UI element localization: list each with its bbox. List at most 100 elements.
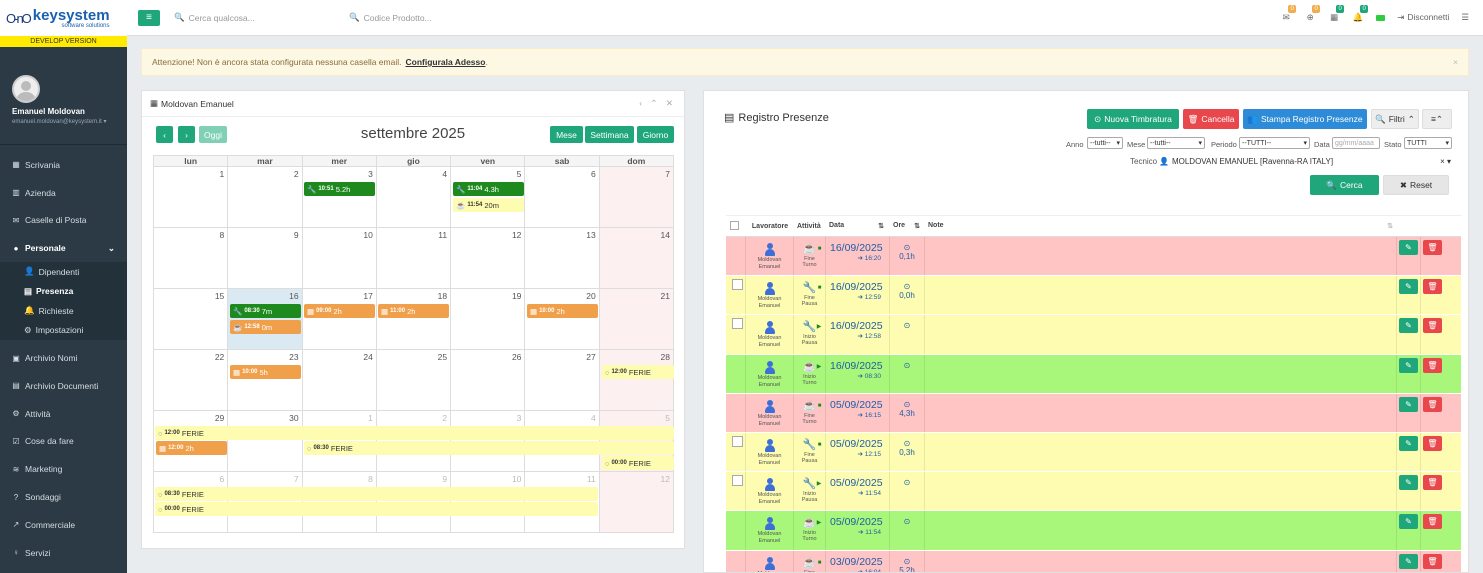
calendar-day[interactable]: 4 (375, 167, 450, 227)
delete-row-button[interactable]: 🗑 (1423, 396, 1442, 412)
row-checkbox[interactable] (732, 435, 743, 447)
calendar-event[interactable]: ◌ 00:00 FERIE (155, 502, 598, 516)
table-row[interactable]: Moldovan Emanuel☕■FineTurno03/09/2025➔ 1… (726, 550, 1461, 572)
sidebar-item-dipendenti[interactable]: 👤 Dipendenti (24, 266, 80, 277)
today-button[interactable]: Oggi (199, 126, 227, 143)
new-entry-button[interactable]: ⊙ Nuova Timbratura (1087, 109, 1179, 129)
calendar-event[interactable]: ☕ 12:58 0m (230, 320, 301, 334)
table-row[interactable]: Moldovan Emanuel ☕ ▶ Inizio Turno 16/09/2025 ➔… (726, 354, 1461, 394)
technician-select[interactable]: 👤 MOLDOVAN EMANUEL [Ravenna-RA ITALY] × ▾ (1159, 157, 1451, 166)
calendar-event[interactable]: ▦ 11:00 2h (378, 304, 449, 318)
table-row[interactable]: Moldovan Emanuel 🔧 ■ Fine Pausa 16/09/2025 ➔ 1… (726, 276, 1461, 316)
calendar-day-today[interactable]: 16 (227, 289, 302, 349)
search-input[interactable]: Cerca qualcosa... (188, 12, 255, 23)
close-icon[interactable]: × (1453, 57, 1458, 67)
sidebar-item-cose-da-fare[interactable]: ☑ Cose da fare (12, 436, 74, 447)
edit-button[interactable]: ✎ (1399, 435, 1418, 451)
calendar-day[interactable]: 25 (375, 350, 450, 410)
product-code-box[interactable]: 🔍 Codice Prodotto... (349, 12, 432, 23)
calendar-day[interactable]: 2 (227, 167, 301, 227)
calendar-day[interactable]: 1 (219, 169, 225, 179)
delete-row-button[interactable]: 🗑 (1423, 357, 1442, 373)
sidebar-item-presenza[interactable]: ▤ Presenza (24, 285, 74, 297)
delete-row-button[interactable]: 🗑 (1423, 514, 1442, 530)
sidebar-item-archivio-nomi[interactable]: ▣ Archivio Nomi (12, 353, 78, 364)
calendar-day[interactable]: 23 (227, 350, 301, 410)
edit-button[interactable]: ✎ (1399, 279, 1418, 295)
table-row[interactable]: Moldovan Emanuel 🔧 ▶ Inizio Pausa 16/09/2025 ➔… (726, 315, 1461, 355)
edit-button[interactable]: ✎ (1399, 475, 1418, 491)
calendar-day[interactable]: 6 (219, 474, 225, 484)
calendar-day[interactable]: 18 (375, 289, 450, 349)
calendar-event[interactable]: ◌ 12:00 FERIE (155, 426, 674, 440)
options-menu-button[interactable]: ≡⌃ (1422, 109, 1452, 129)
row-checkbox[interactable] (732, 318, 743, 330)
next-month-button[interactable]: › (178, 126, 195, 143)
table-row[interactable]: Moldovan Emanuel ☕ ■ Fine Turno 05/09/2025 ➔ 1… (726, 393, 1461, 433)
date-input[interactable]: gg/mm/aaaa (1332, 137, 1380, 149)
tasks-notifications-button[interactable]: ▦ 0 (1328, 5, 1345, 23)
delete-button[interactable]: 🗑 Cancella (1183, 109, 1239, 129)
calendar-day[interactable]: 17 (301, 289, 376, 349)
sidebar-item-attivita[interactable]: ⚙ Attività (12, 408, 51, 419)
sidebar-item-azienda[interactable]: ▥ Azienda (12, 187, 56, 198)
calendar-day[interactable]: 12 (450, 228, 524, 288)
calendar-event[interactable]: ◌ 00:00 FERIE (602, 456, 674, 470)
calendar-day[interactable]: 28 (598, 350, 673, 410)
product-code-input[interactable]: Codice Prodotto... (363, 12, 432, 23)
delete-row-button[interactable]: 🗑 (1423, 553, 1442, 569)
search-box[interactable]: 🔍 Cerca qualcosa... (174, 12, 344, 23)
calendar-day[interactable]: 26 (450, 350, 524, 410)
month-select[interactable]: --tutti-- ▾ (1147, 137, 1205, 149)
edit-button[interactable]: ✎ (1399, 240, 1418, 255)
edit-button[interactable]: ✎ (1399, 318, 1418, 334)
calendar-event[interactable]: ◌ 08:30 FERIE (304, 441, 674, 455)
calendar-event[interactable]: 🔧 08:30 7m (230, 304, 301, 318)
sidebar-item-sondaggi[interactable]: ? Sondaggi (13, 492, 61, 503)
calendar-day[interactable]: 14 (598, 228, 673, 288)
edit-button[interactable]: ✎ (1399, 514, 1418, 530)
row-checkbox[interactable] (732, 475, 743, 487)
logo[interactable]: O-nO keysystem software solutions (0, 0, 127, 36)
sidebar-item-richieste[interactable]: 🔔 Richieste (24, 305, 74, 316)
calendar-event[interactable]: 🔧 11:04 4.3h (453, 182, 524, 196)
calendar-day[interactable]: 20 (524, 289, 598, 349)
bell-notifications-button[interactable]: 🔔 0 (1352, 5, 1369, 23)
sidebar-item-personale[interactable]: ● Personale ⌄ (13, 242, 115, 254)
reset-button[interactable]: ✖ Reset (1383, 175, 1449, 195)
sidebar-item-marketing[interactable]: ≋ Marketing (12, 464, 63, 475)
delete-row-button[interactable]: 🗑 (1423, 240, 1442, 255)
table-row[interactable]: Moldovan Emanuel ☕ ■ Fine Turno 16/09/2025 ➔ 1… (726, 237, 1461, 277)
calendar-day[interactable]: 29 (214, 413, 225, 423)
status-select[interactable]: TUTTI ▾ (1404, 137, 1452, 149)
calendar-event[interactable]: ☕ 11:54 20m (453, 198, 524, 212)
table-row[interactable]: Moldovan Emanuel ☕ ▶ Inizio Turno 05/09/2025 ➔… (726, 511, 1461, 551)
select-all-checkbox[interactable] (730, 221, 739, 230)
calendar-day[interactable]: 11 (375, 228, 450, 288)
calendar-day[interactable]: 12 (598, 472, 673, 532)
calendar-day[interactable]: 21 (598, 289, 673, 349)
col-data[interactable]: Data ⇅ (829, 222, 884, 230)
edit-button[interactable]: ✎ (1399, 357, 1418, 373)
calendar-day[interactable]: 27 (524, 350, 598, 410)
configure-now-link[interactable]: Configurala Adesso (405, 57, 486, 67)
clear-dropdown-icon[interactable]: × ▾ (1440, 157, 1451, 166)
calendar-day[interactable]: 6 (524, 167, 598, 227)
calendar-day[interactable]: 24 (301, 350, 376, 410)
calendar-event[interactable]: ◌ 12:00 FERIE (602, 365, 674, 379)
panel-controls[interactable]: ‹ ⌃ ✕ (639, 98, 676, 108)
sidebar-item-caselle[interactable]: ✉ Caselle di Posta (12, 215, 87, 226)
menu-toggle-button[interactable]: ≡ (138, 9, 160, 26)
table-row[interactable]: Moldovan Emanuel 🔧 ■ Fine Pausa 05/09/2025 ➔ 1… (726, 432, 1461, 473)
search-button[interactable]: 🔍 Cerca (1310, 175, 1379, 195)
row-checkbox[interactable] (732, 279, 743, 291)
calendar-event[interactable]: ◌ 08:30 FERIE (155, 487, 598, 501)
calendar-day[interactable]: 9 (227, 228, 301, 288)
calendar-day[interactable]: 10 (301, 228, 376, 288)
calendar-event[interactable]: ▦ 09:00 2h (304, 304, 375, 318)
col-attivita[interactable]: Attività (797, 222, 821, 230)
calendar-day[interactable]: 30 (227, 411, 301, 471)
calendar-event[interactable]: ▦ 12:00 2h (156, 441, 227, 455)
calendar-day[interactable]: 19 (450, 289, 524, 349)
delete-row-button[interactable]: 🗑 (1423, 279, 1442, 295)
